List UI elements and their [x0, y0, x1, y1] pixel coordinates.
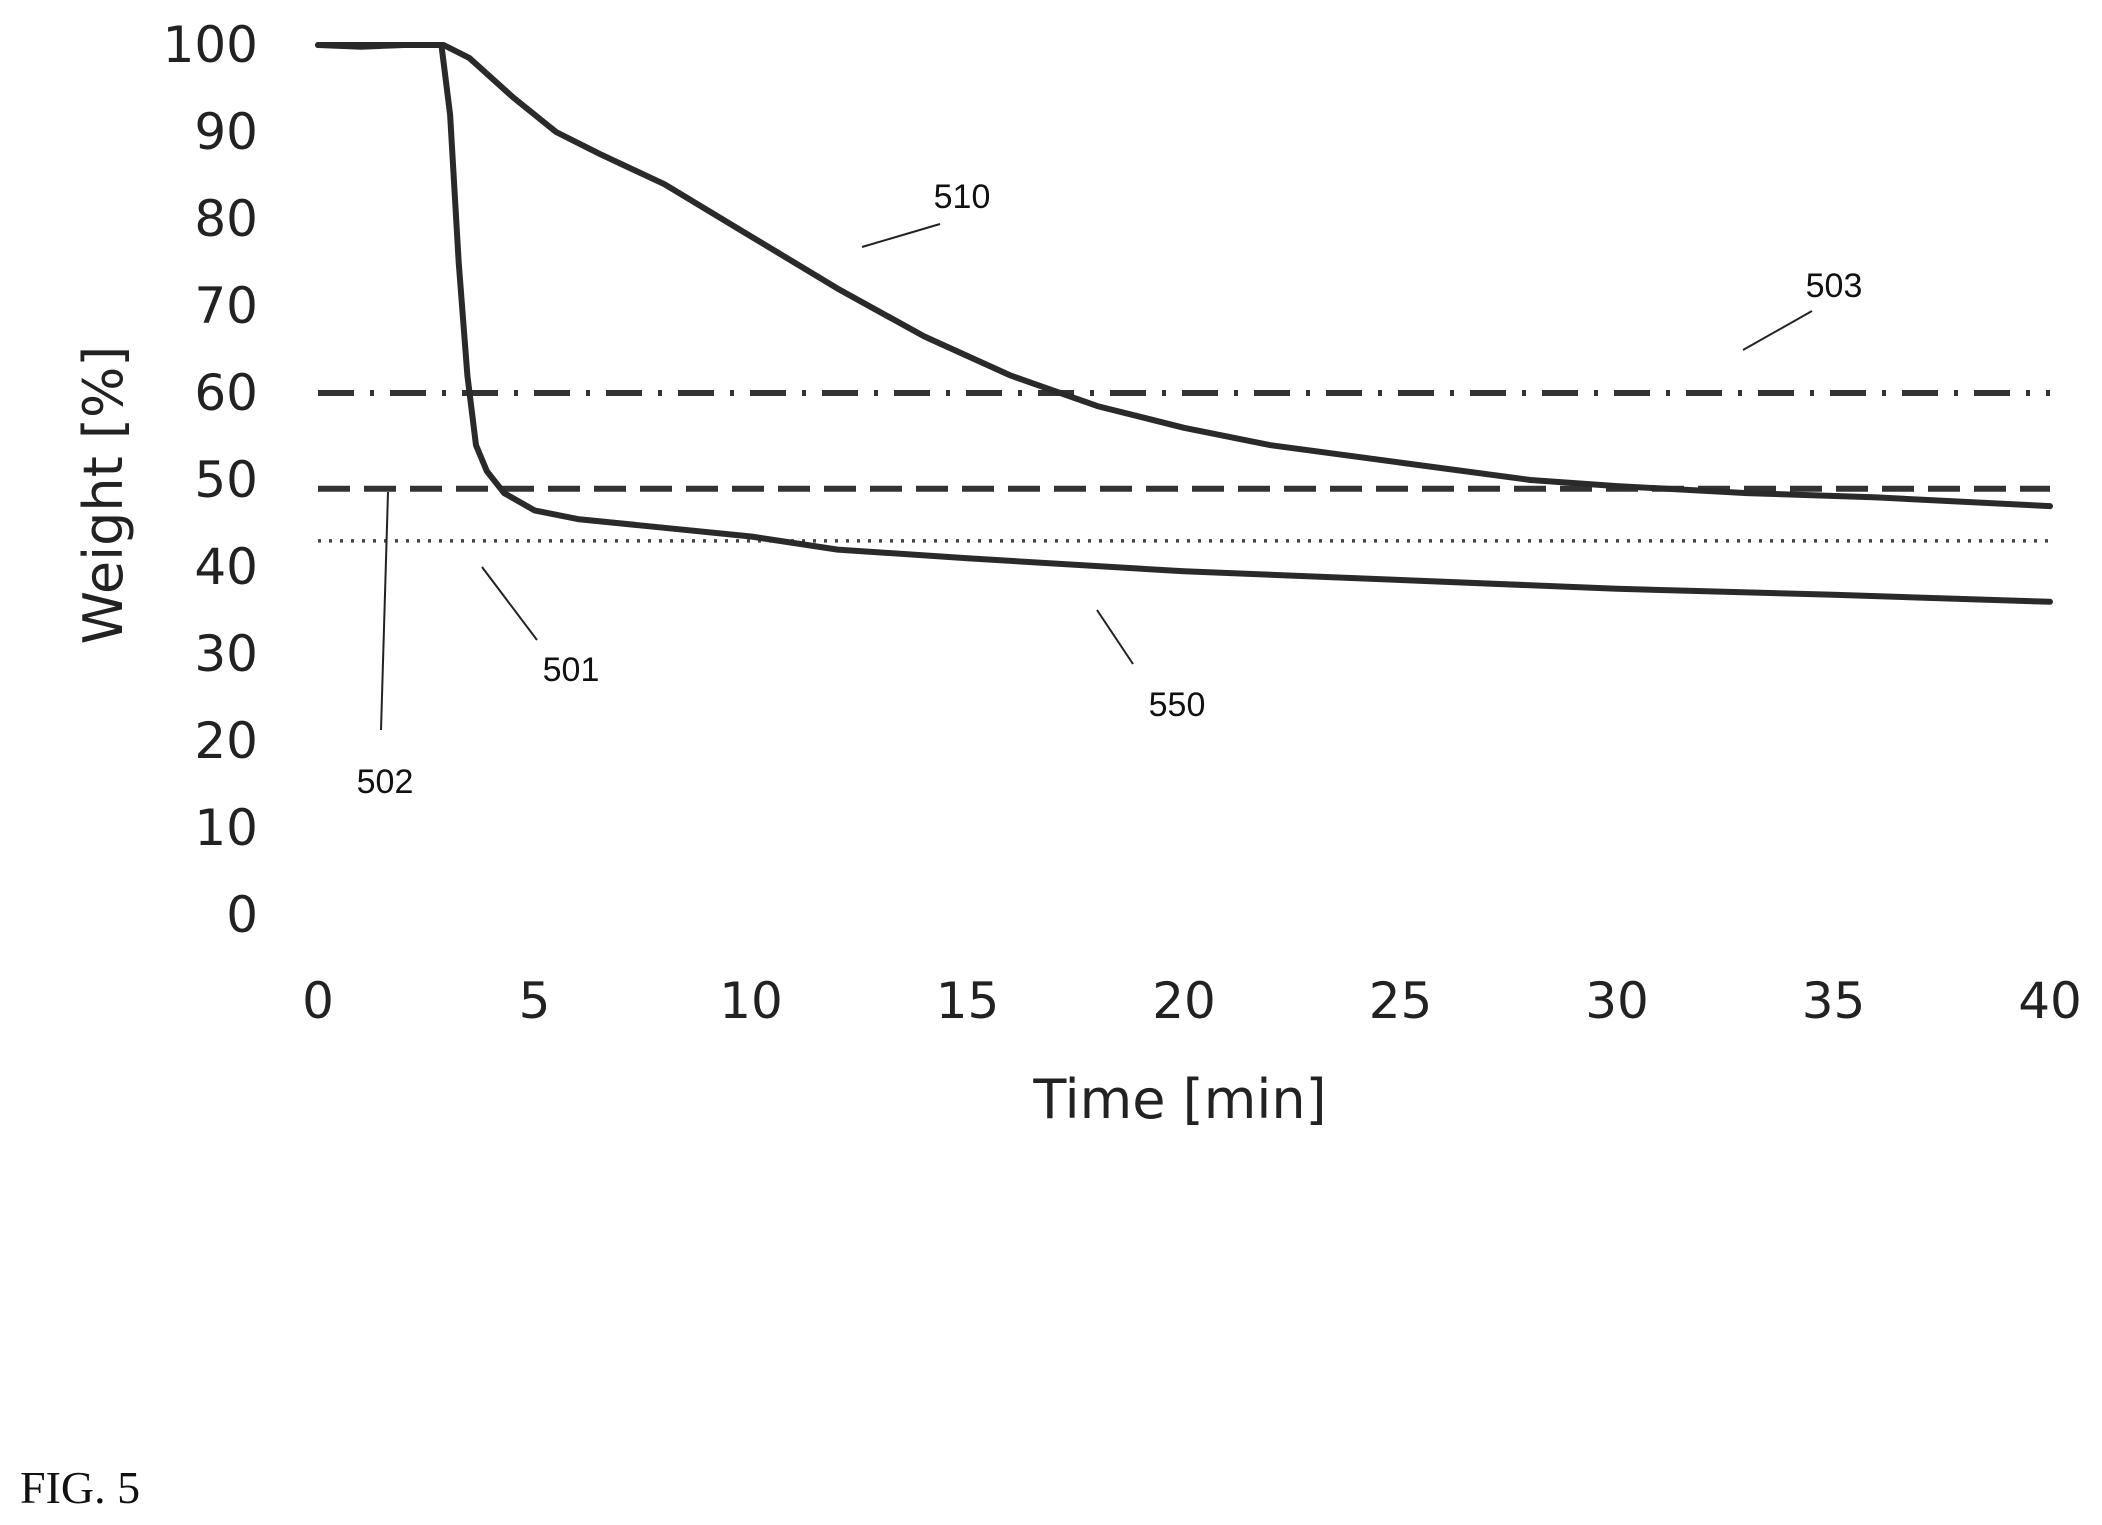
y-tick-label: 30: [194, 625, 258, 683]
x-tick-label: 10: [719, 972, 783, 1030]
x-tick-label: 15: [936, 972, 1000, 1030]
y-tick-label: 10: [194, 799, 258, 857]
y-tick-label: 80: [194, 190, 258, 248]
x-tick-label: 0: [302, 972, 334, 1030]
reference-lines: [318, 390, 2050, 543]
y-tick-label: 50: [194, 451, 258, 509]
curve-550: [315, 42, 2053, 605]
x-tick-label: 35: [1802, 972, 1866, 1030]
x-tick-label: 20: [1152, 972, 1216, 1030]
x-tick-label: 40: [2018, 972, 2082, 1030]
y-tick-label: 0: [226, 886, 258, 944]
y-tick-label: 20: [194, 712, 258, 770]
x-axis-title: Time [min]: [1032, 1068, 1326, 1131]
leader-line-501: [481, 566, 538, 641]
leader-line-503: [1742, 310, 1813, 351]
annotation-label-510: 510: [934, 178, 991, 216]
y-tick-label: 100: [163, 16, 258, 74]
y-tick-label: 40: [194, 538, 258, 596]
x-tick-label: 30: [1585, 972, 1649, 1030]
y-axis-tick-labels: 0 10 20 30 40 50 60 70 80 90 100: [163, 16, 258, 944]
annotation-label-502: 502: [357, 763, 414, 801]
annotation-labels: 510 503 501 550 502: [357, 178, 1863, 801]
y-axis-title: Weight [%]: [72, 346, 135, 645]
annotation-leader-lines: [380, 223, 1813, 731]
leader-line-550: [1096, 609, 1134, 665]
leader-line-510: [861, 223, 941, 248]
leader-line-502: [380, 491, 389, 731]
x-axis-tick-labels: 0 5 10 15 20 25 30 35 40: [302, 972, 2082, 1030]
annotation-label-501: 501: [543, 651, 600, 689]
annotation-label-550: 550: [1149, 686, 1206, 724]
figure-label: FIG. 5: [20, 1462, 140, 1513]
y-tick-label: 70: [194, 277, 258, 335]
data-curves: [315, 42, 2053, 605]
x-tick-label: 25: [1369, 972, 1433, 1030]
y-tick-label: 60: [194, 364, 258, 422]
x-tick-label: 5: [519, 972, 551, 1030]
curve-510: [315, 42, 2053, 510]
annotation-label-503: 503: [1806, 267, 1863, 305]
y-tick-label: 90: [194, 103, 258, 161]
